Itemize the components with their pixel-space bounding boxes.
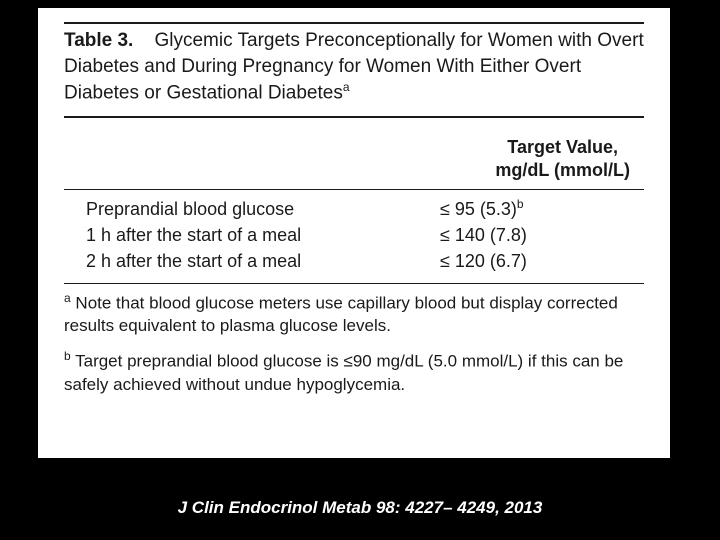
row-label: Preprandial blood glucose — [64, 196, 434, 222]
citation: J Clin Endocrinol Metab 98: 4227– 4249, … — [0, 498, 720, 518]
table-label: Table 3. — [64, 30, 133, 51]
row-value: ≤ 120 (6.7) — [434, 248, 644, 274]
col-header-line2: mg/dL (mmol/L) — [495, 160, 630, 180]
target-value-header: Target Value, mg/dL (mmol/L) — [495, 136, 630, 181]
table-caption: Table 3. Glycemic Targets Preconceptiona… — [64, 28, 644, 116]
row-label: 1 h after the start of a meal — [64, 222, 434, 248]
top-rule — [64, 22, 644, 24]
footnotes: a Note that blood glucose meters use cap… — [64, 284, 644, 407]
data-rows: Preprandial blood glucose ≤ 95 (5.3)b 1 … — [64, 190, 644, 282]
table-panel: Table 3. Glycemic Targets Preconceptiona… — [38, 8, 670, 458]
row-value: ≤ 140 (7.8) — [434, 222, 644, 248]
footnote-b: b Target preprandial blood glucose is ≤9… — [64, 348, 644, 407]
caption-sup: a — [343, 80, 350, 94]
table-row: Preprandial blood glucose ≤ 95 (5.3)b — [64, 196, 644, 222]
table-row: 2 h after the start of a meal ≤ 120 (6.7… — [64, 248, 644, 274]
caption-text: Glycemic Targets Preconceptionally for W… — [64, 30, 644, 104]
row-value: ≤ 95 (5.3)b — [434, 196, 644, 222]
col-header-line1: Target Value, — [507, 137, 618, 157]
row-label: 2 h after the start of a meal — [64, 248, 434, 274]
table-row: 1 h after the start of a meal ≤ 140 (7.8… — [64, 222, 644, 248]
column-header-row: Target Value, mg/dL (mmol/L) — [64, 118, 644, 189]
footnote-a: a Note that blood glucose meters use cap… — [64, 290, 644, 349]
